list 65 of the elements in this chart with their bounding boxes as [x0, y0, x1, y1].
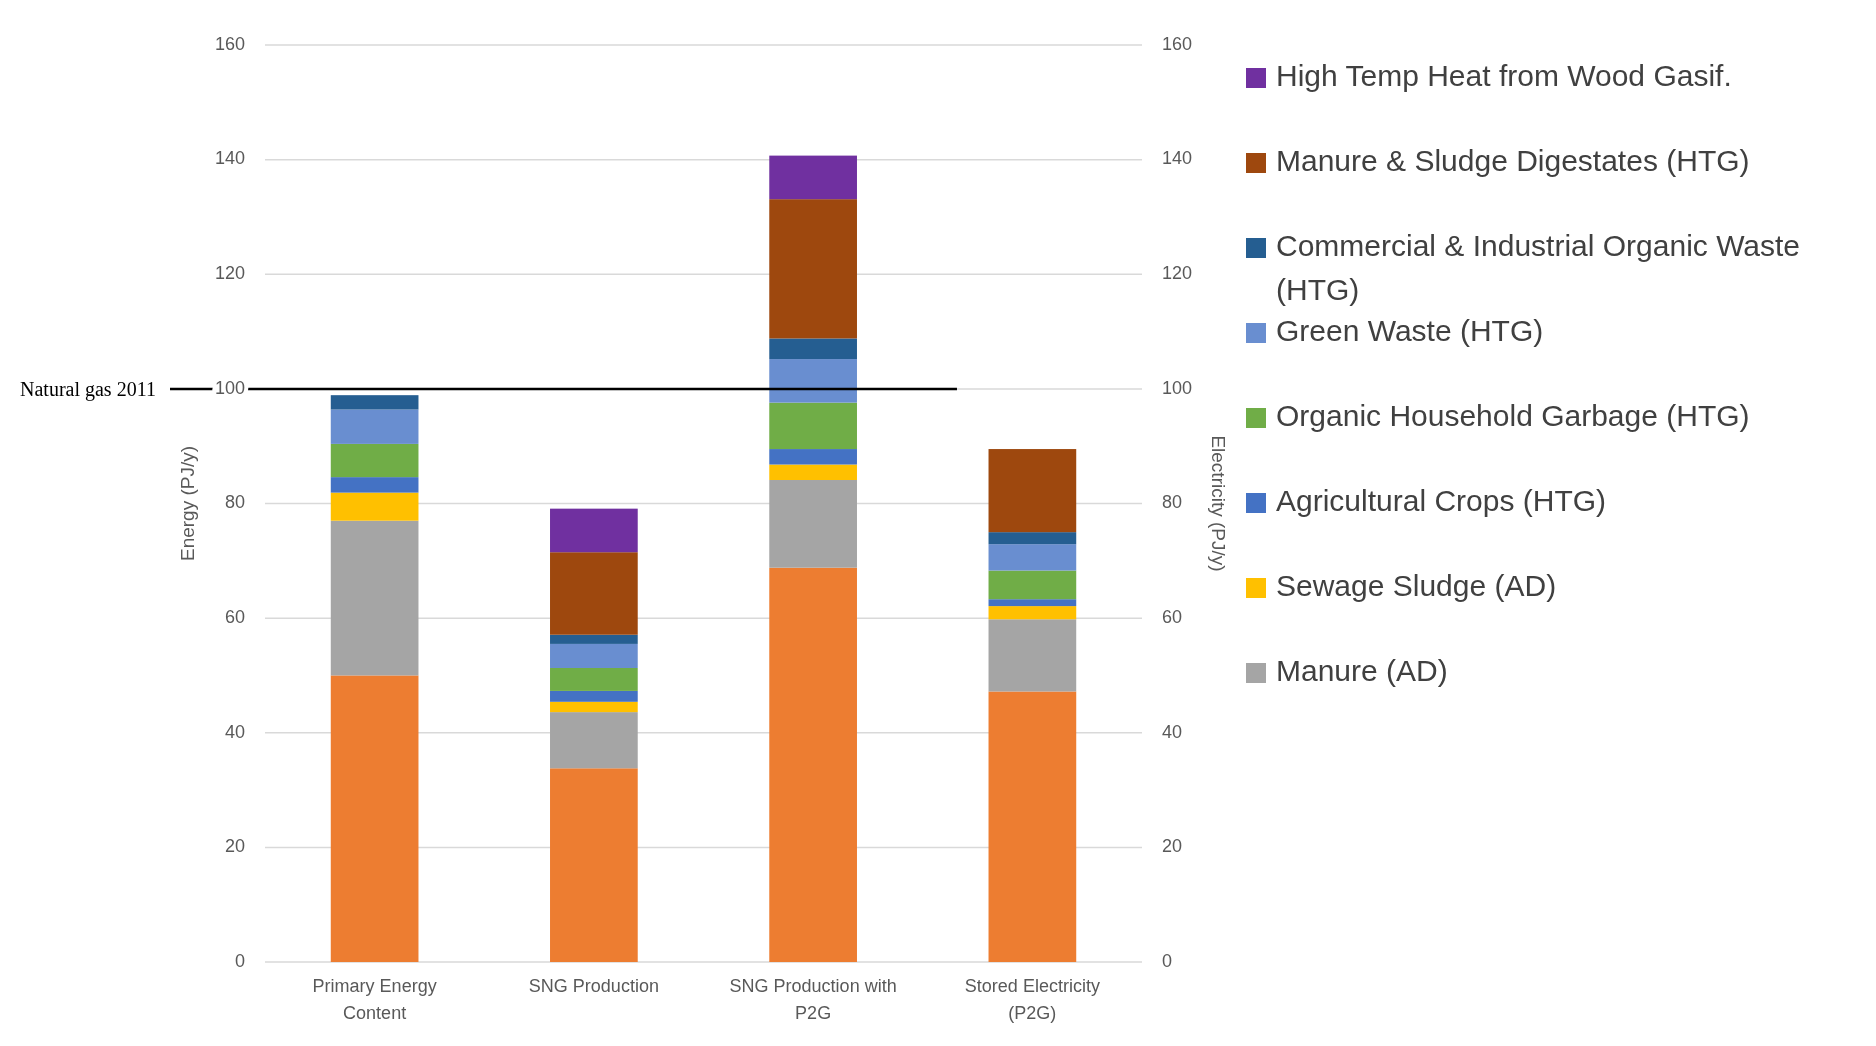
y2-tick-label: 160: [1162, 33, 1193, 54]
bar: [769, 199, 857, 339]
bar: [988, 570, 1077, 600]
y2-tick-label: 80: [1162, 492, 1183, 513]
bar: [769, 338, 857, 360]
y2-tick-label: 40: [1162, 721, 1183, 742]
y2-tick-label: 60: [1162, 606, 1183, 627]
legend-label: Manure (AD): [1276, 653, 1448, 687]
y-tick-label: 140: [214, 148, 245, 169]
y-tick-label: 0: [234, 950, 245, 971]
ref-line-label: Natural gas 2011: [20, 377, 156, 401]
legend-label: Manure & Sludge Digestates (HTG): [1276, 143, 1750, 177]
bar: [988, 532, 1077, 545]
y2-tick-label: 140: [1162, 148, 1193, 169]
bar: [330, 409, 419, 444]
x-tick-label: SNG Production: [528, 976, 659, 996]
bar: [769, 449, 857, 465]
bar: [550, 690, 638, 702]
bar: [769, 464, 857, 480]
bar: [550, 768, 638, 962]
y-tick-label: 60: [224, 606, 245, 627]
y-tick-label: 120: [214, 263, 245, 283]
y-tick-label: 80: [224, 492, 245, 513]
bar: [550, 667, 638, 691]
bar: [550, 643, 638, 668]
legend-label: Commercial & Industrial Organic Waste (HTG): [1276, 228, 1801, 306]
bar: [988, 691, 1077, 962]
x-tick-label: Primary Energy Content: [312, 976, 437, 1023]
bar: [550, 508, 638, 553]
y2-tick-label: 120: [1162, 263, 1193, 283]
bar: [330, 395, 419, 410]
legend-label: Organic Household Garbage (HTG): [1276, 398, 1750, 432]
y-tick-label: 160: [214, 33, 245, 54]
y2-tick-label: 100: [1162, 377, 1193, 398]
legend-label: High Temp Heat from Wood Gasif.: [1276, 58, 1732, 92]
y-tick-label: 20: [224, 836, 245, 857]
bar: [988, 449, 1077, 533]
bar: [330, 675, 419, 962]
y2-tick-label: 0: [1162, 950, 1173, 971]
y2-tick-label: 20: [1162, 836, 1183, 857]
x-tick-label: SNG Production with P2G: [729, 976, 897, 1023]
bar: [330, 443, 419, 478]
legend-label: Green Waste (HTG): [1276, 313, 1544, 347]
bar: [769, 155, 857, 200]
y-axis-title: Energy (PJ/y): [177, 445, 198, 562]
bar: [550, 701, 638, 713]
y-tick-label: 40: [224, 721, 245, 742]
bar: [988, 544, 1077, 571]
bar: [988, 606, 1077, 620]
bar: [550, 712, 638, 769]
bar: [550, 552, 638, 635]
bar: [330, 477, 419, 493]
bar: [769, 359, 857, 403]
bar: [769, 480, 857, 568]
bar: [988, 619, 1077, 692]
bar: [330, 492, 419, 521]
legend-label: Agricultural Crops (HTG): [1276, 483, 1607, 517]
bar: [550, 634, 638, 644]
bar: [988, 599, 1077, 607]
bar: [769, 402, 857, 450]
x-tick-label: Stored Electricity (P2G): [964, 976, 1100, 1023]
bar: [769, 567, 857, 962]
y2-axis-title: Electricity (PJ/y): [1208, 435, 1229, 572]
bar: [330, 520, 419, 676]
legend-label: Sewage Sludge (AD): [1276, 568, 1557, 602]
